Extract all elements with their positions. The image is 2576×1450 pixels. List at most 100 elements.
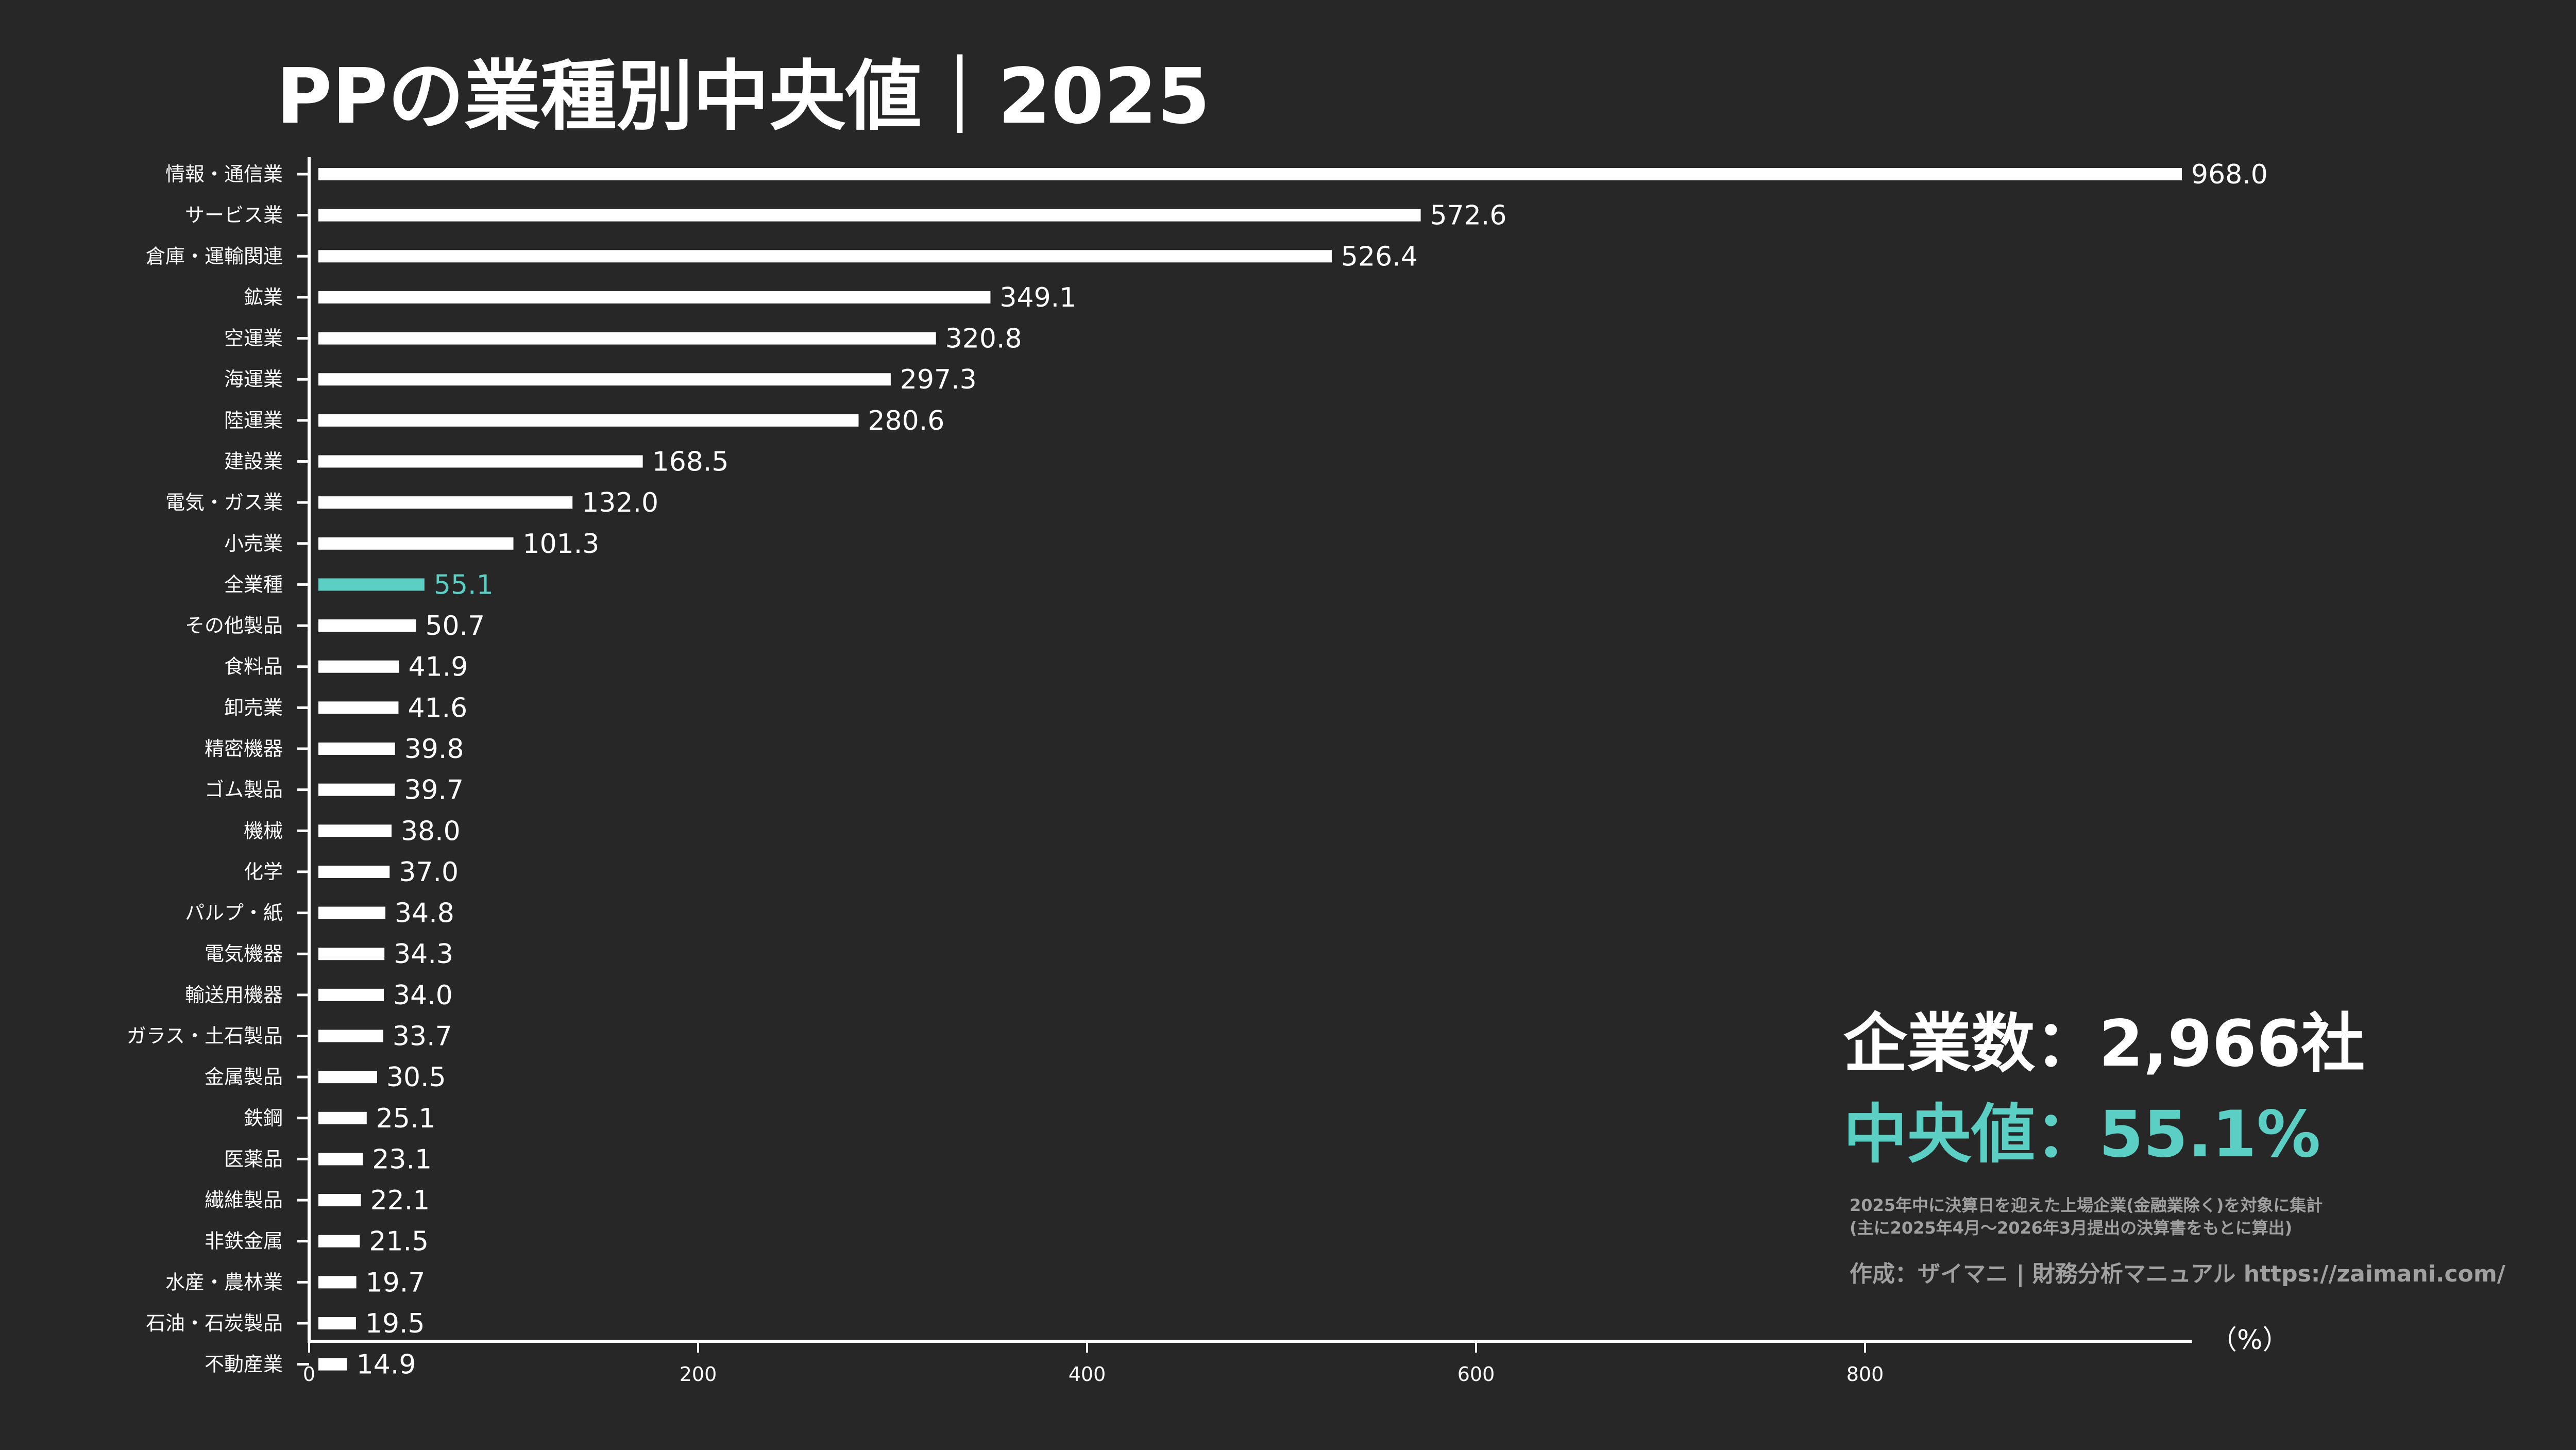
bar [318,783,395,796]
bar [318,1030,383,1042]
x-ticks-group: 0 200 400 600 800 [303,1341,1884,1386]
value-label: 34.0 [393,980,453,1011]
category-label: ゴム製品 [205,779,283,801]
category-label: 空運業 [224,327,283,350]
category-label: 全業種 [224,573,283,596]
bar [318,824,392,837]
bar [318,414,859,427]
bar [318,743,395,755]
value-label: 25.1 [376,1103,436,1134]
x-tick-label: 800 [1846,1363,1884,1386]
value-label: 37.0 [399,857,459,888]
value-label: 19.7 [366,1267,426,1298]
bar [318,701,399,714]
bar [318,250,1332,263]
bar [318,1111,367,1124]
value-label: 39.8 [404,734,464,765]
category-label: パルプ・紙 [185,902,283,924]
x-tick-label: 400 [1069,1363,1106,1386]
category-label: 情報・通信業 [165,163,283,186]
value-label: 30.5 [386,1062,446,1093]
category-label: 建設業 [224,450,283,473]
bar [318,1153,363,1166]
value-label: 33.7 [393,1021,452,1052]
category-label: 電気機器 [205,942,283,965]
category-label: 鉄鋼 [244,1107,283,1129]
value-label: 55.1 [434,569,494,600]
bar [318,865,390,878]
value-label: 34.3 [394,939,453,970]
category-label: 石油・石炭製品 [146,1312,283,1335]
category-label: 繊維製品 [205,1189,283,1211]
value-label: 50.7 [425,611,485,642]
category-label: 卸売業 [224,696,283,719]
bar [318,1071,377,1084]
bar [318,906,386,919]
category-label: 非鉄金属 [205,1230,283,1253]
x-tick-label: 0 [303,1363,315,1386]
value-label: 41.6 [408,693,467,723]
category-label: 不動産業 [205,1353,283,1376]
bar [318,988,384,1001]
value-label: 280.6 [868,406,944,436]
value-label: 38.0 [401,816,461,847]
category-label: 倉庫・運輸関連 [146,245,283,267]
value-label: 39.7 [404,775,464,806]
value-label: 21.5 [369,1226,429,1257]
bar [318,496,573,509]
category-label: ガラス・土石製品 [127,1025,283,1048]
bar [318,209,1421,222]
value-label: 132.0 [582,487,658,518]
bar [318,373,891,386]
value-label: 19.5 [365,1308,425,1339]
category-label: 化学 [244,861,283,883]
category-label: 機械 [244,819,283,842]
value-label: 23.1 [372,1144,432,1175]
bar [318,1276,357,1289]
bar [318,1235,360,1247]
value-label: 14.9 [357,1350,416,1380]
x-tick-label: 200 [680,1363,717,1386]
category-label: サービス業 [185,204,283,227]
chart-title: PPの業種別中央値｜2025 [276,52,1210,141]
category-label: 水産・農林業 [165,1271,283,1293]
bar [318,332,936,345]
bar [318,1358,347,1371]
category-label: 海運業 [224,368,283,391]
bar [318,1317,356,1329]
value-label: 22.1 [370,1185,430,1216]
value-label: 41.9 [409,652,468,683]
category-label: 電気・ガス業 [165,491,283,514]
category-label: 食料品 [224,655,283,678]
credit: 作成：ザイマニ | 財務分析マニュアル https://zaimani.com/ [1850,1261,2506,1287]
value-label: 526.4 [1341,241,1418,272]
category-label: 輸送用機器 [185,984,283,1006]
bar [318,660,399,673]
bar [318,168,2182,180]
unit-label: （%） [2210,1325,2289,1356]
value-label: 349.1 [999,282,1076,313]
bar [318,291,991,304]
value-label: 572.6 [1430,200,1507,231]
note-line-1: 2025年中に決算日を迎えた上場企業(金融業除く)を対象に集計 [1850,1195,2323,1215]
bar [318,578,425,591]
bar [318,455,643,468]
company-count: 企業数：2,966社 [1843,1007,2365,1081]
bar [318,537,514,550]
value-label: 297.3 [900,364,977,395]
value-label: 320.8 [945,324,1022,355]
x-tick-label: 600 [1458,1363,1495,1386]
bar [318,1194,361,1207]
value-label: 34.8 [395,898,454,929]
value-label: 168.5 [652,447,729,478]
category-label: 医薬品 [224,1148,283,1170]
category-label: その他製品 [185,614,283,637]
bars-group: 情報・通信業 968.0 サービス業 572.6 倉庫・運輸関連 526.4 鉱業 349.1… [127,159,2268,1380]
median-summary: 中央値：55.1% [1843,1098,2320,1172]
category-label: 陸運業 [224,409,283,432]
value-label: 101.3 [523,529,600,560]
category-label: 小売業 [224,532,283,555]
bar [318,948,385,960]
